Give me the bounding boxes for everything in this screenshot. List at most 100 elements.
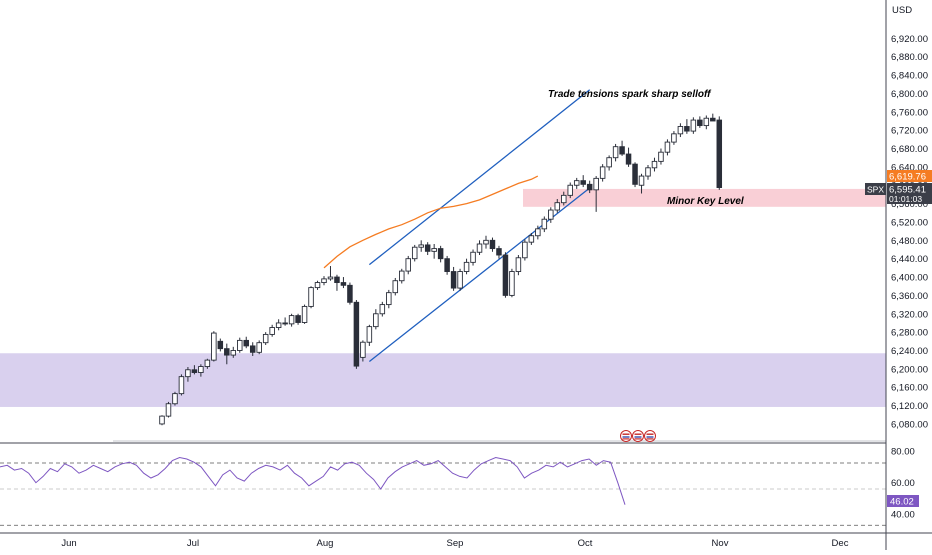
candle[interactable] <box>418 240 424 252</box>
candle-body-down <box>496 248 502 256</box>
candle[interactable] <box>386 289 392 309</box>
event-flag-icon[interactable] <box>620 430 632 442</box>
candle[interactable] <box>379 301 386 317</box>
candle[interactable] <box>165 401 172 418</box>
candle[interactable] <box>178 374 185 396</box>
candle[interactable] <box>424 242 431 256</box>
candle[interactable] <box>457 268 463 291</box>
candle[interactable] <box>625 147 632 167</box>
symbol-badge[interactable] <box>865 183 886 195</box>
candle[interactable] <box>288 313 295 327</box>
candle[interactable] <box>606 155 612 171</box>
candle[interactable] <box>275 319 282 331</box>
ma-price-value: 6,619.76 <box>889 172 926 183</box>
candle[interactable] <box>716 116 723 190</box>
candle[interactable] <box>548 207 554 223</box>
candle[interactable] <box>269 324 275 337</box>
candle[interactable] <box>230 346 237 358</box>
candle[interactable] <box>217 338 224 352</box>
candle[interactable] <box>502 252 509 298</box>
candle[interactable] <box>528 232 535 245</box>
candle[interactable] <box>431 244 437 259</box>
candle[interactable] <box>262 332 269 345</box>
candle[interactable] <box>489 237 496 252</box>
candle[interactable] <box>658 148 664 165</box>
candle[interactable] <box>301 304 308 324</box>
candle[interactable] <box>243 336 249 349</box>
candle[interactable] <box>321 276 327 286</box>
candle[interactable] <box>612 143 619 162</box>
candle[interactable] <box>671 131 677 145</box>
candle[interactable] <box>334 274 340 291</box>
candle[interactable] <box>295 313 301 325</box>
candle[interactable] <box>450 266 457 291</box>
candle[interactable] <box>541 216 548 233</box>
candle[interactable] <box>619 140 625 156</box>
candle[interactable] <box>632 162 638 188</box>
candle[interactable] <box>535 225 541 240</box>
candle[interactable] <box>651 157 658 172</box>
candle[interactable] <box>522 239 528 261</box>
candle[interactable] <box>373 309 379 330</box>
candle[interactable] <box>347 282 353 305</box>
candle[interactable] <box>567 182 573 199</box>
candle[interactable] <box>554 199 561 213</box>
candle[interactable] <box>703 115 710 130</box>
candle[interactable] <box>282 317 288 326</box>
moving-average-line[interactable] <box>323 175 539 269</box>
candle[interactable] <box>483 235 489 249</box>
candle[interactable] <box>256 340 262 355</box>
candle-body-up <box>573 180 580 186</box>
candle[interactable] <box>586 180 593 194</box>
candle[interactable] <box>697 116 703 128</box>
candle[interactable] <box>411 244 418 262</box>
candle[interactable] <box>437 245 444 263</box>
candle[interactable] <box>509 268 515 298</box>
candle[interactable] <box>237 337 243 353</box>
candle[interactable] <box>463 258 470 275</box>
candle[interactable] <box>204 358 211 369</box>
candle[interactable] <box>684 119 690 134</box>
candle[interactable] <box>515 255 522 276</box>
candle[interactable] <box>496 245 502 259</box>
candle[interactable] <box>185 367 191 382</box>
candle[interactable] <box>561 191 567 206</box>
candle[interactable] <box>308 286 314 309</box>
candle[interactable] <box>664 139 671 156</box>
candle[interactable] <box>573 177 580 189</box>
candle[interactable] <box>198 364 204 377</box>
candle[interactable] <box>476 240 483 256</box>
candle[interactable] <box>580 175 586 188</box>
candle[interactable] <box>340 277 347 289</box>
candle[interactable] <box>444 255 450 275</box>
candle[interactable] <box>710 113 716 122</box>
candle[interactable] <box>159 415 165 426</box>
candle[interactable] <box>405 255 411 275</box>
candle[interactable] <box>353 300 360 369</box>
candle[interactable] <box>470 249 476 266</box>
candle[interactable] <box>172 391 178 406</box>
channel-upper-line[interactable] <box>368 89 591 266</box>
candle[interactable] <box>327 266 334 281</box>
candle[interactable] <box>645 165 651 180</box>
event-flag-icon[interactable] <box>632 430 644 442</box>
candle-body-down <box>684 126 690 132</box>
candle[interactable] <box>690 117 697 134</box>
rsi-line[interactable] <box>0 456 626 505</box>
candle[interactable] <box>314 280 321 290</box>
candle[interactable] <box>211 331 217 362</box>
candle[interactable] <box>360 340 366 362</box>
event-flag-icon[interactable] <box>644 430 656 442</box>
candle[interactable] <box>593 176 599 212</box>
candle[interactable] <box>399 268 405 284</box>
candle[interactable] <box>599 164 606 182</box>
candle[interactable] <box>638 173 645 194</box>
candle[interactable] <box>224 343 230 365</box>
candle[interactable] <box>677 123 684 138</box>
candle[interactable] <box>249 342 256 356</box>
candle[interactable] <box>191 365 198 375</box>
candle[interactable] <box>392 277 399 296</box>
candle[interactable] <box>366 324 373 346</box>
